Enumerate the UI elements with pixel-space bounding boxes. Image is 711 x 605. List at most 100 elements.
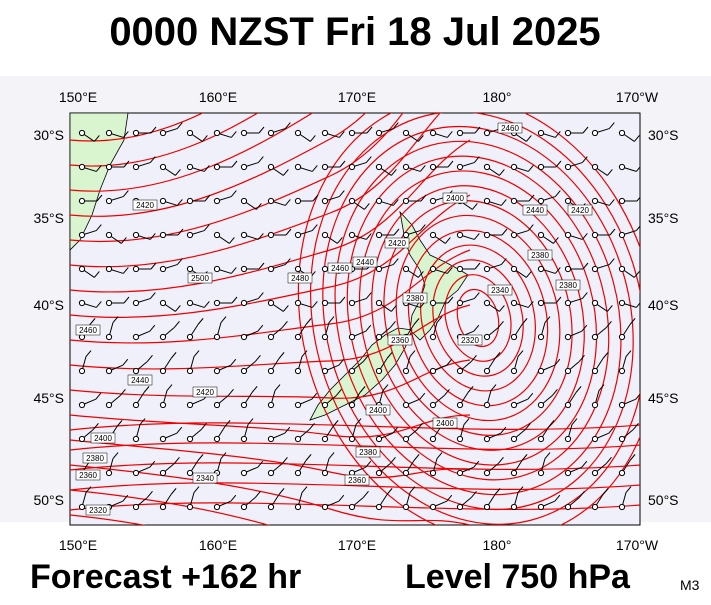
barb-station	[186, 129, 194, 137]
lon-label: 180°	[483, 89, 512, 105]
barb-flag	[312, 194, 319, 202]
barb-flag	[525, 135, 532, 142]
barb-flag	[231, 296, 238, 304]
barb-station	[429, 469, 437, 477]
barb-flag	[494, 352, 501, 359]
barb-flag	[500, 258, 507, 265]
barb-flag	[170, 352, 177, 359]
barb-station	[618, 231, 626, 239]
barb-station	[564, 299, 572, 307]
contour-line	[70, 113, 367, 217]
barb-station	[213, 299, 221, 307]
barb-flag	[224, 420, 231, 427]
lat-label: 30°S	[648, 127, 679, 143]
barb-flag	[598, 384, 605, 391]
barb-flag	[230, 494, 237, 502]
barb-station	[213, 503, 221, 511]
barb-flag	[228, 389, 234, 396]
barb-flag	[365, 156, 372, 163]
barb-flag	[528, 194, 535, 202]
barb-flag	[112, 316, 119, 323]
barb-station	[213, 401, 221, 409]
barb-flag	[390, 321, 396, 328]
barb-flag	[255, 203, 262, 210]
barb-flag	[309, 135, 316, 142]
barb-station	[483, 435, 491, 443]
barb-station	[375, 469, 383, 477]
barb-flag	[305, 454, 312, 461]
barb-station	[78, 197, 86, 205]
barb-flag	[311, 392, 318, 400]
barb-flag	[95, 301, 102, 308]
contour-label: 2320	[461, 336, 479, 345]
contour-label: 2460	[501, 124, 519, 133]
barb-station	[240, 163, 248, 171]
barb-station	[105, 163, 113, 171]
barb-station	[591, 231, 599, 239]
barb-station	[483, 129, 491, 137]
barb-station	[348, 333, 356, 341]
barb-station	[537, 401, 545, 409]
barb-station	[429, 333, 437, 341]
barb-station	[456, 435, 464, 443]
lon-label: 150°E	[59, 537, 97, 553]
barb-flag	[336, 237, 343, 244]
barb-flag	[149, 460, 156, 468]
barb-station	[267, 469, 275, 477]
lat-label: 45°S	[33, 390, 64, 406]
barb-flag	[527, 392, 534, 400]
contour-ring	[371, 185, 585, 451]
barb-flag	[204, 194, 211, 202]
barb-station	[402, 231, 410, 239]
barb-station	[456, 503, 464, 511]
barb-station	[240, 435, 248, 443]
contour-label-box	[457, 334, 483, 346]
barb-station	[132, 163, 140, 171]
barb-flag	[501, 228, 508, 236]
barb-flag	[602, 352, 609, 359]
barb-flag	[284, 426, 291, 434]
contour-label-box	[287, 272, 313, 284]
barb-flag	[525, 271, 532, 278]
barb-station	[429, 367, 437, 375]
barb-station	[321, 401, 329, 409]
barb-station	[429, 401, 437, 409]
barb-flag	[230, 190, 237, 197]
barb-flag	[420, 194, 427, 202]
barb-station	[429, 163, 437, 171]
contour-label-box	[75, 324, 101, 336]
barb-flag	[282, 305, 289, 312]
barb-flag	[338, 494, 345, 502]
contour-label: 2380	[359, 448, 377, 457]
barb-station	[591, 197, 599, 205]
contour-line	[70, 439, 471, 479]
barb-flag	[521, 318, 528, 325]
barb-flag	[328, 316, 335, 323]
barb-flag	[471, 203, 478, 210]
barb-flag	[203, 301, 210, 308]
barb-flag	[230, 358, 237, 366]
contour-label-box	[432, 417, 458, 429]
barb-flag	[255, 491, 261, 498]
barb-flag	[575, 386, 582, 393]
barb-flag	[552, 237, 559, 244]
barb-station	[618, 435, 626, 443]
barb-station	[537, 197, 545, 205]
barb-flag	[390, 169, 397, 176]
barb-flag	[122, 267, 129, 274]
barb-flag	[150, 262, 157, 270]
barb-station	[105, 197, 113, 205]
barb-station	[78, 367, 86, 375]
barb-station	[618, 129, 626, 137]
barb-station	[510, 401, 518, 409]
barb-station	[294, 401, 302, 409]
barb-flag	[409, 486, 416, 493]
barb-station	[240, 469, 248, 477]
barb-flag	[282, 169, 289, 176]
barb-flag	[247, 418, 254, 425]
barb-flag	[122, 190, 129, 197]
contour-label: 2420	[571, 206, 589, 215]
contour-label-box	[387, 334, 413, 346]
barb-station	[510, 367, 518, 375]
barb-station	[186, 503, 194, 511]
